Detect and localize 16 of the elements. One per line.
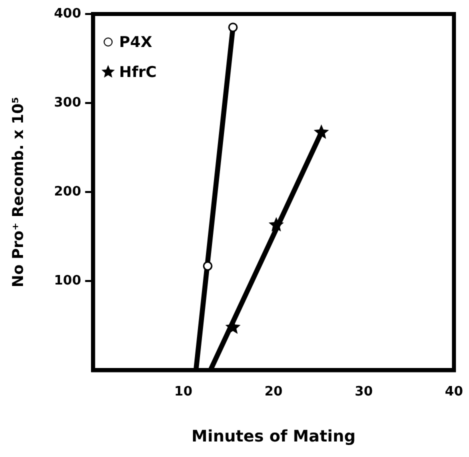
point (314, 124, 329, 139)
y-tick-label: 200 (54, 184, 82, 200)
y-tick-label: 300 (54, 95, 82, 110)
x-tick-label: 20 (264, 384, 283, 400)
point (228, 22, 238, 32)
legend-label: P4X (119, 32, 153, 51)
x-axis-title: Minutes of Mating (192, 426, 356, 446)
y-axis-title: No Pro⁺ Recomb. x 10⁵ (8, 96, 27, 288)
y-tick-label: 400 (54, 6, 82, 22)
point (268, 217, 284, 232)
legend-label: HfrC (119, 62, 157, 81)
point (202, 261, 212, 271)
x-tick-label: 40 (444, 384, 463, 400)
y-tick-label: 100 (54, 274, 82, 289)
x-tick-label: 30 (354, 384, 373, 400)
x-tick-label: 10 (174, 384, 192, 400)
